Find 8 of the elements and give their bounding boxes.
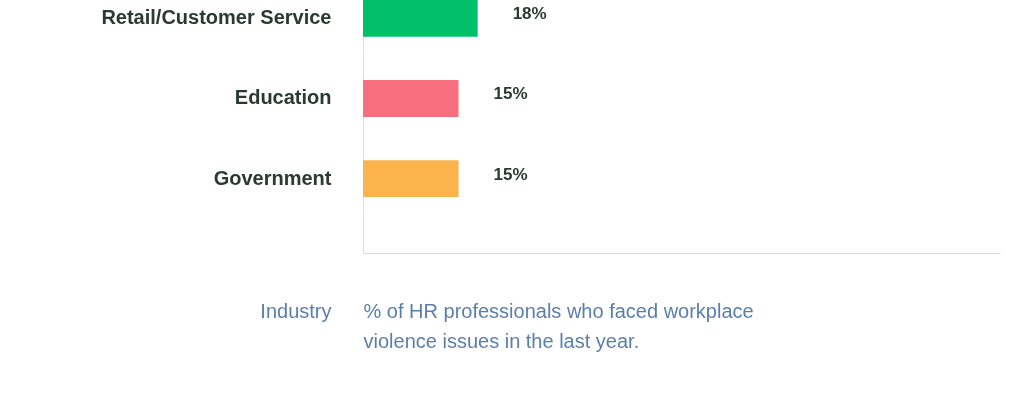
x-axis-title: % of HR professionals who faced workplace violence issues in the last year. — [363, 299, 754, 352]
data-label: 15% — [493, 164, 528, 184]
y-tick-label: Government — [213, 166, 332, 189]
y-tick-label: Retail/Customer Service — [101, 6, 332, 29]
data-label: 18% — [512, 4, 547, 24]
y-axis-title: Industry — [260, 299, 332, 322]
data-label: 15% — [493, 84, 528, 104]
y-tick-label: Education — [234, 86, 332, 109]
